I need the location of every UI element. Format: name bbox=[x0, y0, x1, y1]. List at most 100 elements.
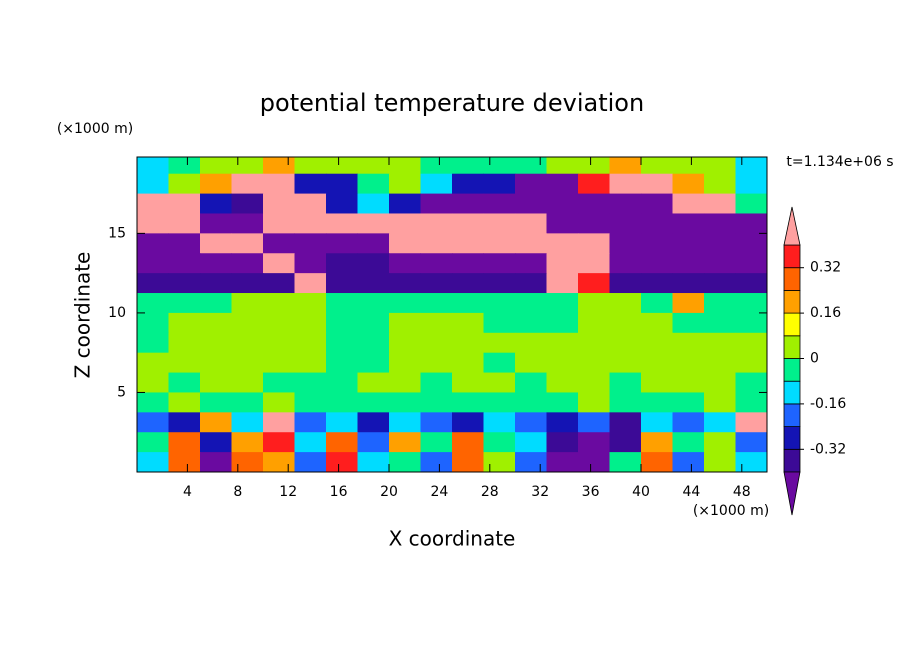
x-axis-label: X coordinate bbox=[389, 527, 516, 551]
contour-cell bbox=[168, 412, 201, 433]
contour-cell bbox=[672, 332, 705, 354]
contour-cell bbox=[357, 332, 390, 354]
contour-cell bbox=[294, 193, 327, 214]
contour-cell bbox=[200, 412, 232, 433]
contour-cell bbox=[609, 312, 642, 334]
contour-cell bbox=[704, 432, 736, 453]
contour-cell bbox=[546, 372, 579, 393]
chart-title: potential temperature deviation bbox=[260, 89, 644, 117]
colorbar-box bbox=[783, 289, 801, 314]
contour-cell bbox=[483, 372, 516, 393]
x-tick-label: 36 bbox=[582, 484, 600, 500]
contour-cell bbox=[357, 233, 390, 254]
contour-cell bbox=[231, 193, 264, 214]
contour-cell bbox=[483, 213, 516, 234]
contour-cell bbox=[704, 213, 736, 234]
contour-cell bbox=[294, 452, 327, 472]
contour-cell bbox=[546, 253, 579, 274]
contour-cell bbox=[200, 173, 232, 195]
contour-cell bbox=[515, 352, 547, 374]
contour-cell bbox=[735, 273, 767, 294]
contour-cell bbox=[452, 273, 484, 294]
contour-cell bbox=[641, 392, 673, 413]
contour-cell bbox=[452, 157, 484, 175]
contour-cell bbox=[389, 312, 421, 334]
contour-cell bbox=[735, 452, 767, 472]
contour-cell bbox=[326, 173, 358, 195]
contour-cell bbox=[137, 193, 169, 214]
contour-cell bbox=[168, 392, 201, 413]
contour-cell bbox=[704, 173, 736, 195]
colorbar-box bbox=[783, 448, 801, 473]
contour-cell bbox=[483, 452, 516, 472]
contour-cell bbox=[168, 293, 201, 314]
contour-cell bbox=[168, 233, 201, 254]
contour-cell bbox=[137, 213, 169, 234]
contour-cell bbox=[168, 432, 201, 453]
contour-cell bbox=[263, 352, 295, 374]
contour-cell bbox=[168, 312, 201, 334]
contour-cell bbox=[609, 412, 642, 433]
contour-cell bbox=[294, 312, 327, 334]
contour-cell bbox=[672, 233, 705, 254]
contour-cell bbox=[200, 332, 232, 354]
contour-cell bbox=[263, 412, 295, 433]
contour-cell bbox=[452, 193, 484, 214]
contour-cell bbox=[546, 332, 579, 354]
contour-cell bbox=[483, 412, 516, 433]
contour-cell bbox=[578, 392, 610, 413]
x-tick-label: 48 bbox=[733, 484, 751, 500]
contour-cell bbox=[231, 452, 264, 472]
contour-cell bbox=[389, 412, 421, 433]
contour-cell bbox=[231, 412, 264, 433]
contour-cell bbox=[483, 432, 516, 453]
contour-cell bbox=[735, 352, 767, 374]
contour-cell bbox=[452, 372, 484, 393]
contour-cell bbox=[515, 273, 547, 294]
contour-cell bbox=[609, 213, 642, 234]
contour-cell bbox=[200, 193, 232, 214]
contour-cell bbox=[137, 332, 169, 354]
contour-cell bbox=[672, 432, 705, 453]
contour-cell bbox=[672, 293, 705, 314]
contour-cell bbox=[420, 352, 453, 374]
contour-cell bbox=[420, 157, 453, 175]
x-tick-label: 12 bbox=[279, 484, 297, 500]
contour-cell bbox=[200, 253, 232, 274]
contour-cell bbox=[389, 157, 421, 175]
x-tick-label: 40 bbox=[632, 484, 650, 500]
contour-cell bbox=[735, 312, 767, 334]
contour-cell bbox=[263, 253, 295, 274]
contour-cell bbox=[420, 193, 453, 214]
contour-cell bbox=[483, 233, 516, 254]
contour-cell bbox=[137, 452, 169, 472]
contour-cell bbox=[578, 312, 610, 334]
contour-cell bbox=[200, 452, 232, 472]
contour-cell bbox=[641, 372, 673, 393]
contour-cell bbox=[231, 332, 264, 354]
contour-cell bbox=[294, 253, 327, 274]
contour-cell bbox=[735, 332, 767, 354]
contour-cell bbox=[515, 392, 547, 413]
contour-cell bbox=[420, 233, 453, 254]
contour-cell bbox=[672, 193, 705, 214]
contour-cell bbox=[641, 233, 673, 254]
contour-cell bbox=[326, 452, 358, 472]
contour-cell bbox=[515, 193, 547, 214]
contour-cell bbox=[231, 233, 264, 254]
contour-cell bbox=[420, 273, 453, 294]
contour-cell bbox=[200, 432, 232, 453]
contour-cell bbox=[326, 312, 358, 334]
contour-cell bbox=[420, 253, 453, 274]
contour-cell bbox=[609, 253, 642, 274]
x-tick-label: 24 bbox=[430, 484, 448, 500]
contour-cell bbox=[263, 293, 295, 314]
contour-cell bbox=[609, 193, 642, 214]
colorbar-tick-label: 0.16 bbox=[810, 305, 841, 321]
contour-cell bbox=[735, 293, 767, 314]
contour-cell bbox=[483, 332, 516, 354]
contour-cell bbox=[231, 253, 264, 274]
contour-cell bbox=[168, 213, 201, 234]
contour-cell bbox=[389, 193, 421, 214]
